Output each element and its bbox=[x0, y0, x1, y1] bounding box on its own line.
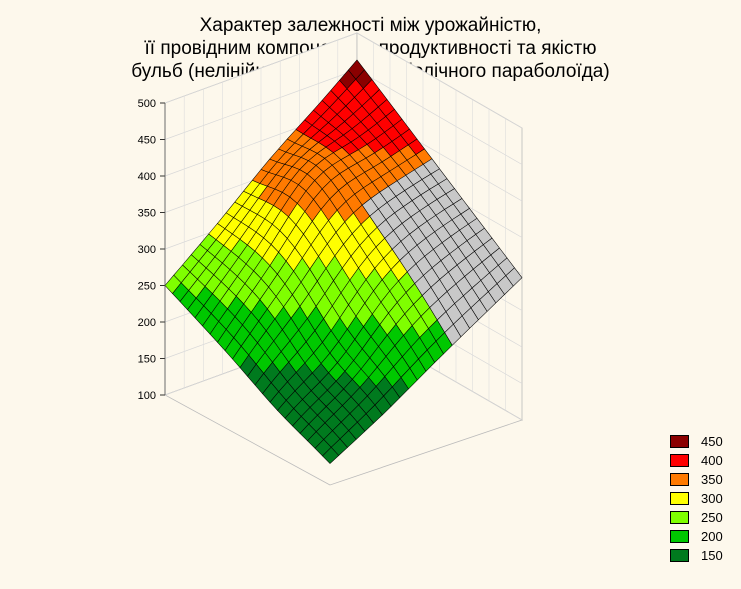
chart-title-line-1: Характер залежності між урожайністю, bbox=[199, 15, 542, 36]
z-tick-label: 250 bbox=[138, 281, 156, 293]
legend-swatch bbox=[670, 473, 689, 486]
z-gridline bbox=[164, 32, 523, 129]
legend-label: 450 bbox=[701, 434, 723, 449]
z-tick-label: 500 bbox=[138, 98, 156, 110]
legend-item: 150 bbox=[670, 547, 736, 566]
legend-item: 300 bbox=[670, 490, 736, 509]
legend-item: 250 bbox=[670, 509, 736, 528]
z-tick-label: 400 bbox=[138, 171, 156, 183]
legend-swatch bbox=[670, 454, 689, 467]
legend-swatch bbox=[670, 530, 689, 543]
legend-swatch bbox=[670, 435, 689, 448]
surface-cell bbox=[322, 447, 339, 464]
legend-label: 400 bbox=[701, 453, 723, 468]
legend-label: 250 bbox=[701, 510, 723, 525]
z-tick-label: 150 bbox=[138, 354, 156, 366]
legend: 450 400 350 300 250 200 150 bbox=[670, 433, 736, 566]
legend-item: 350 bbox=[670, 471, 736, 490]
legend-swatch bbox=[670, 492, 689, 505]
legend-item: 450 bbox=[670, 433, 736, 452]
z-tick-label: 100 bbox=[138, 390, 156, 402]
legend-label: 200 bbox=[701, 529, 723, 544]
z-tick-label: 200 bbox=[138, 317, 156, 329]
legend-item: 400 bbox=[670, 452, 736, 471]
legend-label: 300 bbox=[701, 491, 723, 506]
z-tick-label: 350 bbox=[138, 208, 156, 220]
surface-mesh bbox=[164, 59, 523, 464]
z-tick-label: 300 bbox=[138, 244, 156, 256]
z-tick-label: 450 bbox=[138, 135, 156, 147]
z-axis: 100 150 200 250 300 350 400 450 500 bbox=[138, 98, 166, 402]
legend-swatch bbox=[670, 549, 689, 562]
legend-label: 150 bbox=[701, 548, 723, 563]
legend-label: 350 bbox=[701, 472, 723, 487]
legend-swatch bbox=[670, 511, 689, 524]
legend-item: 200 bbox=[670, 528, 736, 547]
